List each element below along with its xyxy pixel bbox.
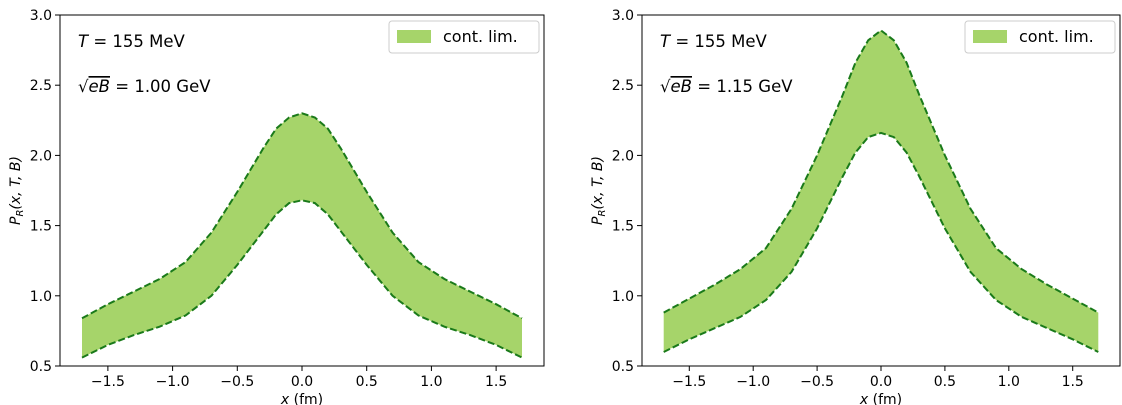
x-tick-label: 0.0 [291,374,313,390]
band-area [663,30,1099,353]
band-upper-line [663,29,1099,314]
legend-label: cont. lim. [1019,27,1094,46]
chart-panel-1: −1.5 −1.0 −0.5 0.0 0.5 1.0 1.5 0.5 1.0 1.5 2.0 2.5 3… [8,8,545,405]
x-tick-label: 1.5 [1062,374,1084,390]
y-axis-label: PR(x, T, B) [8,156,26,225]
field-annotation: √eB = 1.15 GeV [660,77,793,96]
legend-box [388,20,540,54]
y-tick-label: 0.5 [30,359,52,375]
y-tick-label: 2.0 [30,148,52,164]
x-tick-label: 1.0 [420,374,442,390]
y-tick-label: 1.0 [30,289,52,305]
legend: cont. lim. [388,20,540,54]
y-tick-label: 0.5 [612,359,634,375]
x-tick-label: −1.5 [91,374,125,390]
y-tick-label: 3.0 [30,8,52,24]
x-axis-label: x (fm) [859,392,902,405]
band-upper-line [81,112,523,320]
x-tick-label: −1.0 [736,374,770,390]
band-lower-line [663,131,1099,353]
y-tick-label: 2.0 [612,148,634,164]
field-annotation: √eB = 1.00 GeV [78,77,211,96]
x-tick-label: 1.5 [485,374,507,390]
y-axis-label: PR(x, T, B) [590,156,608,225]
x-tick-label: −0.5 [220,374,254,390]
y-tick-label: 3.0 [612,8,634,24]
x-tick-label: 0.5 [356,374,378,390]
legend: cont. lim. [964,20,1116,54]
legend-label: cont. lim. [443,27,518,46]
legend-swatch [973,30,1007,43]
temperature-annotation: T = 155 MeV [78,32,186,51]
legend-box [964,20,1116,54]
x-axis-label: x (fm) [280,392,323,405]
x-tick-label: −1.5 [672,374,706,390]
y-tick-label: 2.5 [612,78,634,94]
y-tick-label: 1.5 [30,219,52,235]
x-tick-label: 1.0 [998,374,1020,390]
band-area [82,113,522,358]
x-tick-label: 0.0 [870,374,892,390]
temperature-annotation: T = 155 MeV [660,32,768,51]
band-lower-line [81,199,523,359]
x-tick-label: 0.5 [934,374,956,390]
y-tick-label: 1.5 [612,219,634,235]
x-tick-label: −1.0 [156,374,190,390]
chart-panel-2: −1.5 −1.0 −0.5 0.0 0.5 1.0 1.5 0.5 1.0 1.5 2.0 2.5 3… [590,8,1121,405]
x-tick-label: −0.5 [800,374,834,390]
y-tick-label: 2.5 [30,78,52,94]
legend-swatch [397,30,431,43]
y-tick-label: 1.0 [612,289,634,305]
